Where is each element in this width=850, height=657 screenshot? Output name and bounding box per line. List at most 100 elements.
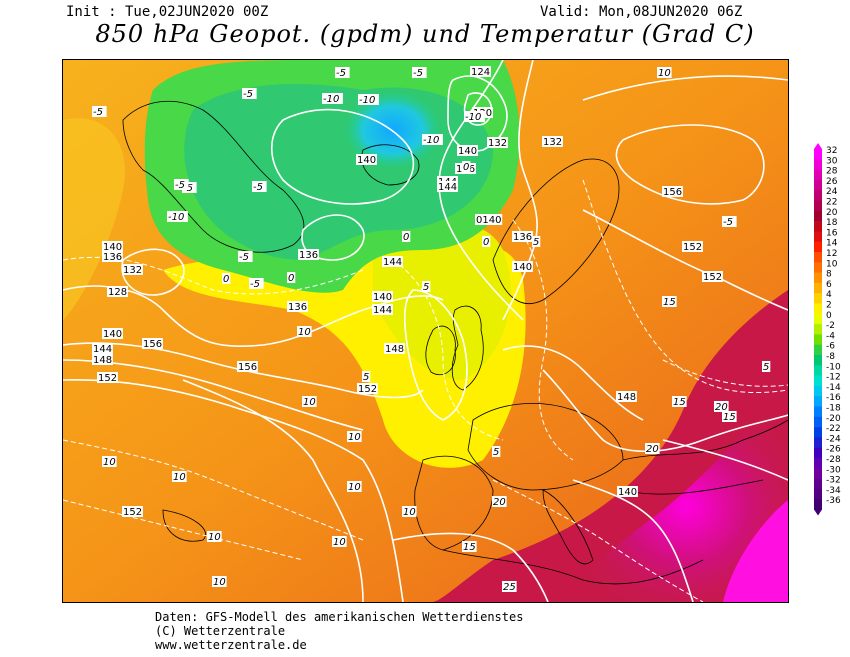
iberia-coast: [414, 456, 494, 551]
temperature-label-bg: [657, 67, 672, 78]
temperature-label: 0: [483, 237, 489, 248]
colorbar-label: -6: [826, 342, 835, 352]
geopotential-label-bg: [702, 271, 723, 282]
colorbar-label: -2: [826, 321, 835, 331]
geopotential-label: 140: [103, 329, 122, 340]
geopotential-label: 128: [108, 287, 127, 298]
greenland-coast: [122, 100, 305, 253]
colorbar-segment: [814, 488, 822, 500]
colorbar-label: 0: [826, 311, 832, 321]
temperature-label: -5: [239, 252, 249, 263]
geopotential-label: 144: [373, 305, 392, 316]
temperature-label-bg: [402, 506, 417, 517]
geopotential-label-bg: [97, 372, 118, 383]
colorbar-segment: [814, 499, 822, 510]
temperature-label: -5: [413, 68, 423, 79]
temperature-label: 20: [493, 497, 506, 508]
temperature-label-bg: [238, 251, 253, 262]
colorbar-segment: [814, 200, 822, 212]
temperature-label-bg: [464, 111, 485, 122]
colorbar-label: -14: [826, 383, 841, 393]
temperature-label: 5: [763, 362, 769, 373]
geopotential-label: 152: [703, 272, 722, 283]
temperature-label-bg: [222, 273, 231, 284]
colorbar-segment: [814, 365, 822, 376]
temperature-label-bg: [532, 236, 541, 247]
temperature-label-bg: [402, 231, 411, 242]
cold-core: [343, 90, 443, 170]
temperature-label: -10: [323, 94, 339, 105]
temperature-label: 5: [363, 372, 369, 383]
temperature-label: -5: [175, 180, 185, 191]
colorbar-segment: [814, 303, 822, 315]
geopotential-label-bg: [457, 145, 478, 156]
colorbar-label: 14: [826, 239, 838, 249]
temperature-label-bg: [462, 161, 471, 172]
geopotential-label: 148: [617, 392, 636, 403]
colorbar-label: -4: [826, 331, 835, 341]
temperature-label-bg: [172, 471, 187, 482]
temperature-label-bg: [302, 396, 317, 407]
temperature-label-bg: [249, 278, 264, 289]
geopotential-label: 140: [513, 262, 532, 273]
geopotential-label: 156: [663, 187, 682, 198]
geopotential-label-bg: [372, 304, 393, 315]
geopotential-label-bg: [102, 251, 123, 262]
temperature-label: 10: [213, 577, 226, 588]
colorbar-label: 20: [826, 208, 838, 218]
colorbar-segment: [814, 179, 822, 191]
colorbar-svg: 32302826242220181614121086420-2-4-6-8-10…: [814, 143, 841, 516]
geopotential-label: 152: [683, 242, 702, 253]
temperature-label-bg: [297, 326, 312, 337]
temperature-label: 15: [723, 412, 736, 423]
colorbar-label: 8: [826, 270, 832, 280]
colorbar-label: 24: [826, 187, 838, 197]
geopotential-label: 148: [385, 344, 404, 355]
colorbar-label: 32: [826, 146, 837, 156]
map-title: 850 hPa Geopot. (gpdm) und Temperatur (G…: [95, 20, 755, 48]
temperature-label-bg: [722, 216, 737, 227]
hot-zone-magenta: [563, 390, 788, 602]
colorbar-segment: [814, 375, 822, 387]
colorbar-label: -30: [826, 465, 841, 475]
geopotential-label: 144: [438, 182, 457, 193]
colorbar-label: 28: [826, 167, 838, 177]
colorbar-segment: [814, 396, 822, 407]
temperature-label-bg: [102, 456, 117, 467]
temperature-label-bg: [422, 281, 431, 292]
temperature-label-bg: [92, 106, 107, 117]
geopotential-label-bg: [617, 486, 638, 497]
colorbar-label: -26: [826, 445, 841, 455]
geopotential-label-bg: [384, 343, 405, 354]
temperature-label-bg: [482, 236, 491, 247]
hot-core: [723, 500, 788, 602]
temperature-label: 10: [103, 457, 116, 468]
geopotential-label-bg: [122, 264, 143, 275]
geopotential-label-bg: [102, 241, 123, 252]
geopotential-label-bg: [237, 361, 258, 372]
geopotential-label: 140: [458, 146, 477, 157]
geopotential-label: 152: [358, 384, 377, 395]
temperature-label: -5: [93, 107, 103, 118]
scandinavia-coast: [492, 158, 620, 304]
temperature-label-bg: [167, 211, 188, 222]
temperature-colorbar: 32 30 28 26 24 22 20 18 16 14 12 10 8 6 4 2 0 -2 -4 -6 -8 -10…: [812, 143, 850, 527]
temperature-label: 10: [173, 472, 186, 483]
colorbar-top-arrow: [814, 143, 822, 149]
geopotential-label: 152: [123, 507, 142, 518]
geopotential-label-bg: [356, 154, 377, 165]
geopotential-label: 148: [93, 355, 112, 366]
geopotential-label-bg: [682, 241, 703, 252]
azores-coast: [162, 509, 206, 542]
geopotential-label: 152: [98, 373, 117, 384]
temperature-label-bg: [182, 182, 197, 193]
temperature-label: -5: [243, 89, 253, 100]
colorbar-segment: [814, 190, 822, 201]
colorbar-segment: [814, 210, 822, 222]
colorbar-segment: [814, 169, 822, 181]
geopotential-label: 156: [143, 339, 162, 350]
colorbar-label: 16: [826, 228, 838, 238]
temperature-label-bg: [492, 496, 507, 507]
colorbar-segment: [814, 324, 822, 335]
temperature-label-bg: [358, 94, 379, 105]
